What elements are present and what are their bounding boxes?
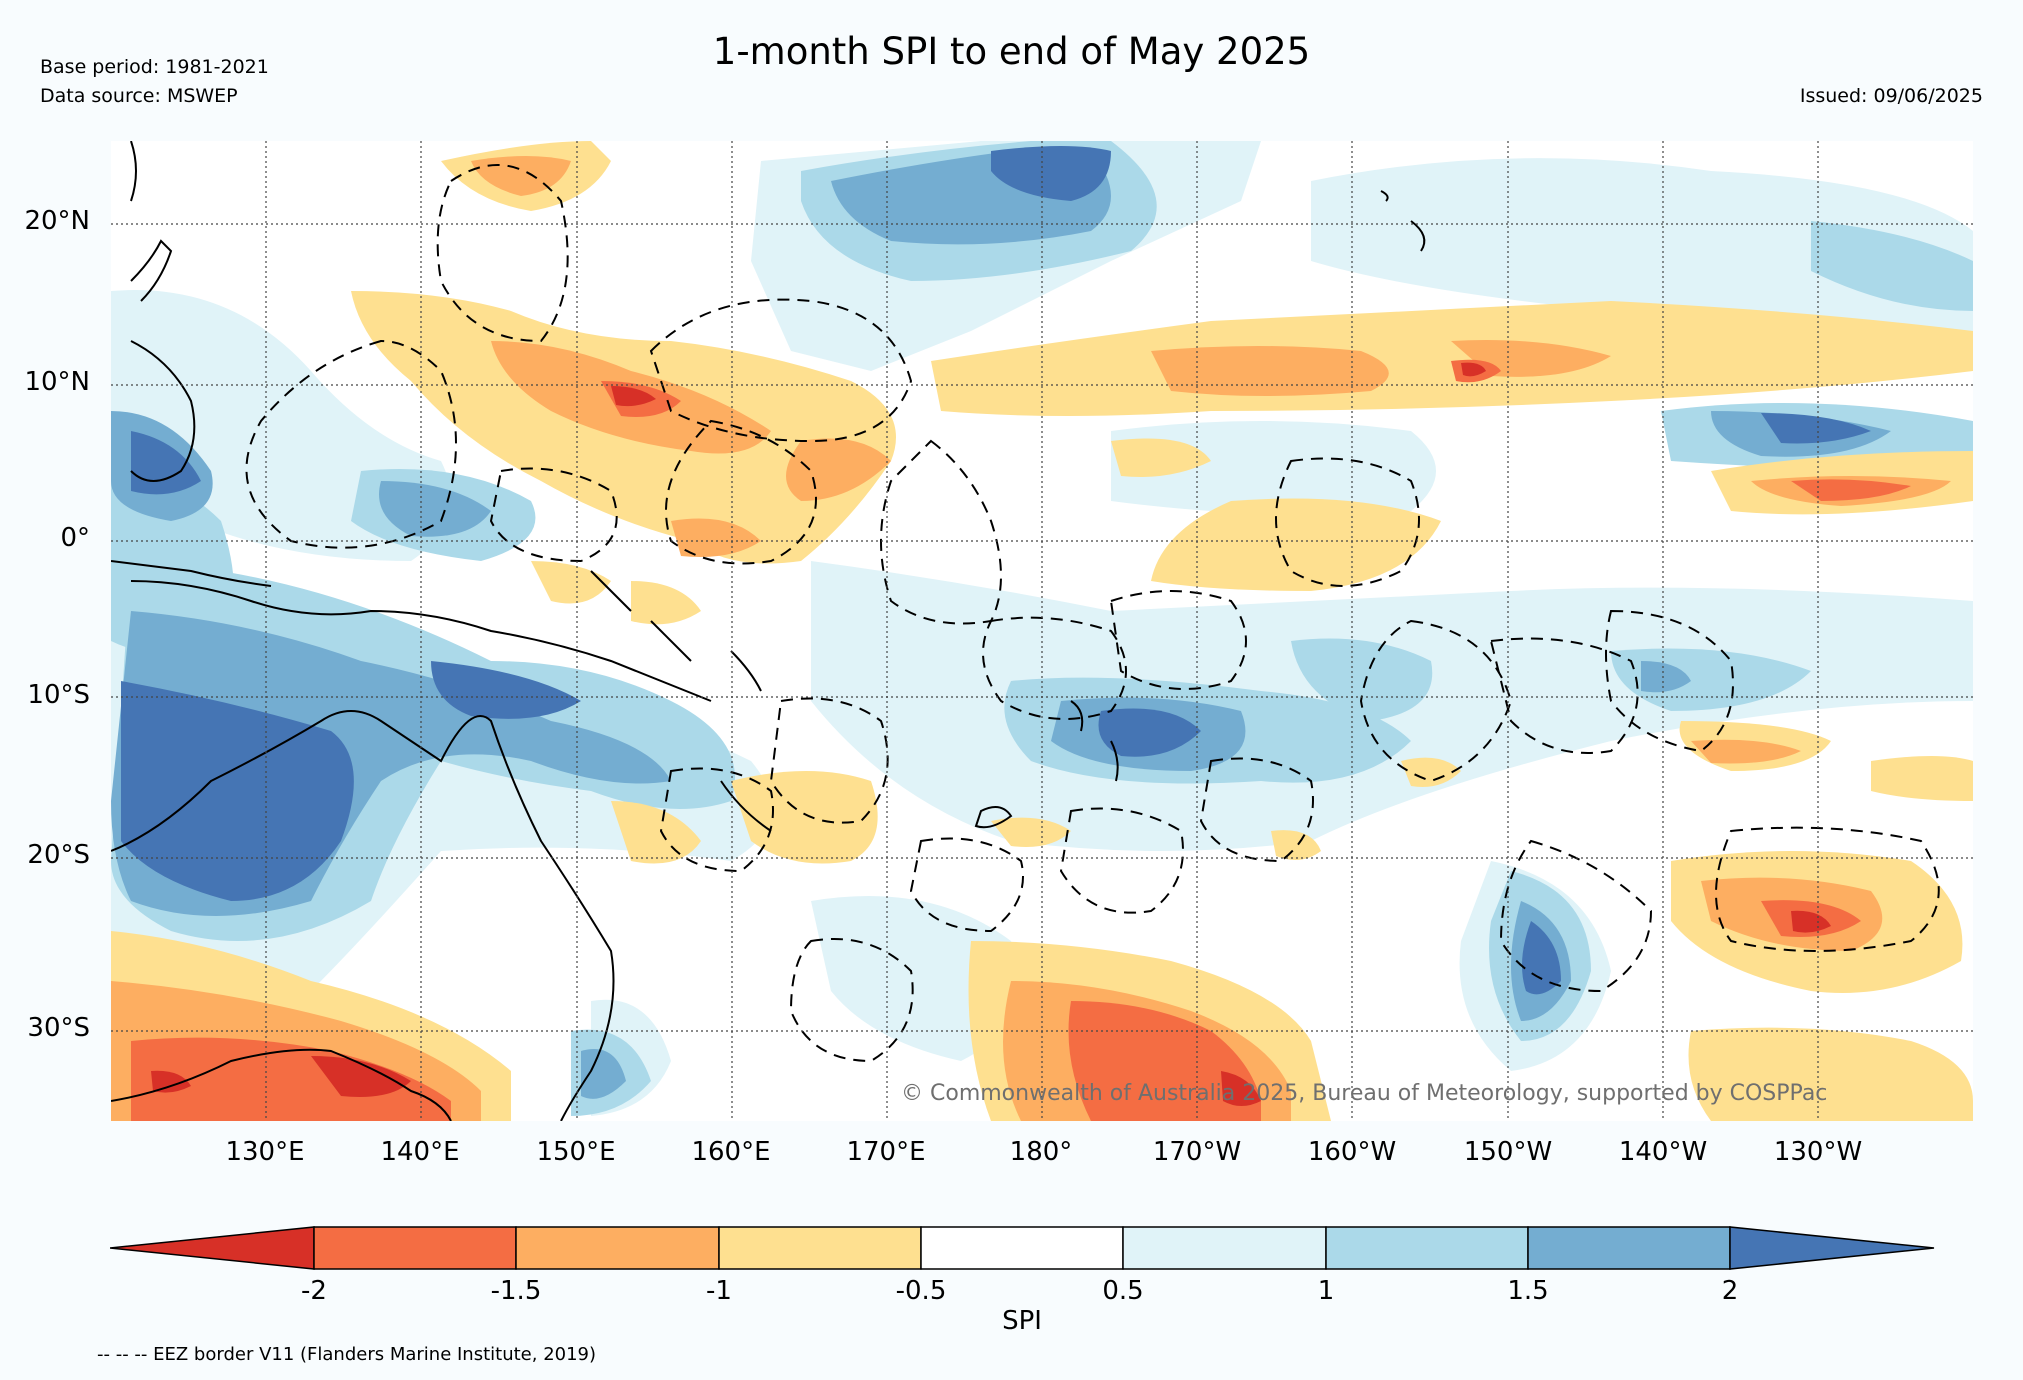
page-title: 1-month SPI to end of May 2025 (712, 30, 1311, 73)
colorbar-segment (1527, 1226, 1731, 1270)
eez-borders (245, 164, 1940, 1063)
issued-date: Issued: 09/06/2025 (1799, 85, 1983, 107)
colorbar-tick: 2 (1721, 1276, 1739, 1306)
colorbar-label: SPI (1002, 1306, 1042, 1336)
colorbar-segment (1325, 1226, 1529, 1270)
gridlines (111, 141, 1973, 1121)
colorbar-tick: 0.5 (1102, 1276, 1144, 1306)
eez-note: -- -- -- EEZ border V11 (Flanders Marine… (97, 1344, 597, 1365)
lon-label-180: 180° (1009, 1137, 1073, 1167)
lon-label-160w: 160°W (1307, 1137, 1397, 1167)
colorbar-segment (920, 1226, 1124, 1270)
copyright-notice: © Commonwealth of Australia 2025, Bureau… (901, 1081, 1828, 1106)
colorbar-tick: 1.5 (1507, 1276, 1549, 1306)
coastlines (111, 141, 1426, 1121)
colorbar-low-extension (109, 1226, 315, 1270)
lat-label-10s: 10°S (27, 680, 90, 710)
lon-label-140e: 140°E (380, 1137, 460, 1167)
lon-label-150w: 150°W (1463, 1137, 1553, 1167)
colorbar-tick: -1 (706, 1276, 732, 1306)
lon-label-170w: 170°W (1152, 1137, 1242, 1167)
colorbar-segment (1122, 1226, 1327, 1270)
base-period: Base period: 1981-2021 (40, 56, 269, 78)
colorbar-tick: 1 (1317, 1276, 1335, 1306)
lon-label-130e: 130°E (225, 1137, 305, 1167)
colorbar-segment (313, 1226, 517, 1270)
lon-label-170e: 170°E (846, 1137, 926, 1167)
colorbar (109, 1225, 1940, 1275)
colorbar-segment (718, 1226, 922, 1270)
spi-deep-red-regions (151, 362, 1831, 1106)
lat-label-10n: 10°N (24, 367, 90, 397)
colorbar-tick: -1.5 (490, 1276, 542, 1306)
map-canvas (111, 141, 1973, 1121)
lat-label-20s: 20°S (27, 840, 90, 870)
data-source: Data source: MSWEP (40, 85, 238, 107)
lat-label-20n: 20°N (24, 206, 90, 236)
colorbar-high-extension (1729, 1226, 1935, 1270)
lat-label-30s: 30°S (27, 1013, 90, 1043)
lon-label-130w: 130°W (1773, 1137, 1863, 1167)
lat-label-0: 0° (60, 523, 90, 553)
lon-label-140w: 140°W (1618, 1137, 1708, 1167)
colorbar-graphic (109, 1226, 1935, 1270)
lon-label-150e: 150°E (536, 1137, 616, 1167)
colorbar-tick: -0.5 (895, 1276, 947, 1306)
colorbar-segment (515, 1226, 720, 1270)
colorbar-tick: -2 (301, 1276, 327, 1306)
lon-label-160e: 160°E (691, 1137, 771, 1167)
spi-map: © Commonwealth of Australia 2025, Bureau… (111, 141, 1973, 1121)
